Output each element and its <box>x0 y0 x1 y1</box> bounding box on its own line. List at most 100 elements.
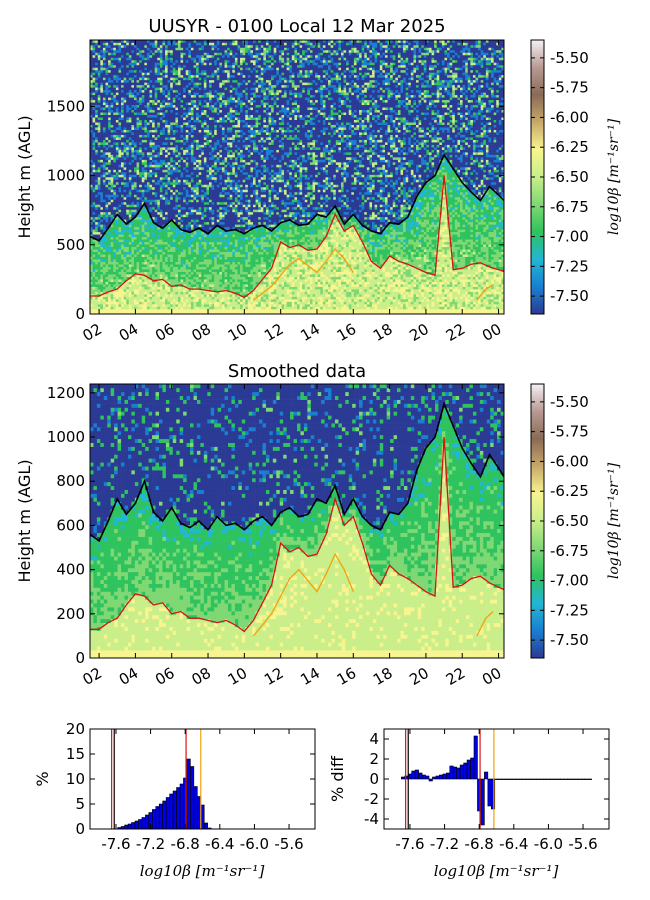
bar <box>203 822 208 830</box>
bar <box>401 776 406 780</box>
bar <box>459 764 464 780</box>
x-tick-label: 20 <box>406 664 432 689</box>
bar <box>435 775 440 780</box>
bar <box>560 778 565 780</box>
bar <box>138 819 143 830</box>
bar <box>176 787 181 830</box>
bar <box>186 758 191 830</box>
x-tick-label: 00 <box>479 664 505 689</box>
bar <box>484 771 489 780</box>
x-tick-label: 02 <box>80 320 106 345</box>
x-ticks-histogram: -7.6 -7.2 -6.8 -6.4 -6.0 -5.6 <box>101 729 304 853</box>
bar <box>127 823 132 830</box>
colorbar-tick-label: -6.75 <box>550 198 589 216</box>
y-tick-label: 400 <box>56 561 85 579</box>
y-tick-label: 15 <box>66 745 85 763</box>
colorbar-tick-label: -6.00 <box>550 108 589 126</box>
bar <box>501 778 506 780</box>
bar <box>428 778 433 782</box>
y-tick-label: 1000 <box>47 167 85 185</box>
y-axis-label-raw: Height m (AGL) <box>15 115 34 238</box>
bar <box>536 778 541 780</box>
bar <box>432 776 437 780</box>
x-tick-label: -6.8 <box>171 835 200 853</box>
bar <box>515 778 520 780</box>
x-tick-label: -7.2 <box>430 835 459 853</box>
plot-frame-smoothed <box>89 383 505 659</box>
bar <box>131 822 136 830</box>
colorbar-tick-label: -6.50 <box>550 168 589 186</box>
bar <box>169 793 174 830</box>
bar <box>546 778 551 780</box>
colorbar-tick-label: -7.50 <box>550 631 589 649</box>
bar <box>463 762 468 780</box>
bar <box>508 778 513 780</box>
bar <box>141 817 146 830</box>
colorbar-tick-label: -7.00 <box>550 572 589 590</box>
x-tick-label: 16 <box>334 664 360 689</box>
y-tick-label: 5 <box>75 795 85 813</box>
x-tick-label: 00 <box>479 320 505 345</box>
y-tick-label: 200 <box>56 605 85 623</box>
colorbar-tick-label: -7.25 <box>550 257 589 275</box>
y-tick-label: 800 <box>56 472 85 490</box>
bar <box>179 783 184 830</box>
x-tick-label: -6.4 <box>499 835 528 853</box>
colorbar-tick-label: -5.75 <box>550 423 589 441</box>
bar <box>473 735 478 780</box>
y-tick-label: 20 <box>66 720 85 738</box>
heatmap-raw <box>90 40 504 314</box>
series-line-black <box>90 153 504 242</box>
x-tick-label: 18 <box>370 664 396 689</box>
x-tick-label: -5.6 <box>568 835 597 853</box>
bar <box>193 786 198 830</box>
bar <box>158 803 163 830</box>
x-tick-label: -6.4 <box>205 835 234 853</box>
histogram-bars <box>117 758 212 830</box>
colorbar-tick-label: -6.75 <box>550 542 589 560</box>
x-tick-label: 06 <box>152 320 178 345</box>
y-tick-label: 1200 <box>47 384 85 402</box>
series-line-red <box>90 175 504 299</box>
y-ticks-histogram: 0 5 10 15 20 <box>66 720 315 838</box>
plot-frame-raw <box>89 39 505 315</box>
histogram-vlines <box>111 729 202 829</box>
bar <box>584 778 589 780</box>
bar <box>504 778 509 780</box>
bar <box>449 765 454 780</box>
bar <box>480 778 485 826</box>
bar <box>421 774 426 780</box>
series-line-red <box>90 436 504 633</box>
x-tick-label: 14 <box>297 320 323 345</box>
y-tick-label: 0 <box>75 649 85 667</box>
x-tick-label: 22 <box>443 664 469 689</box>
bar <box>487 778 492 807</box>
series-line-black <box>90 401 504 543</box>
bar <box>165 797 170 830</box>
panel-smoothed: Smoothed data 02 04 06 08 10 12 14 16 18 20 22 00 0… <box>15 361 622 689</box>
colorbar-tick-label: -5.75 <box>550 79 589 97</box>
colorbar-tick-label: -6.25 <box>550 482 589 500</box>
bar <box>518 778 523 780</box>
y-tick-label: 600 <box>56 516 85 534</box>
heatmap-smoothed <box>90 384 504 658</box>
colorbar-smoothed: -5.50 -5.75 -6.00 -6.25 -6.50 -6.75 -7.00 -7.25… <box>530 383 622 659</box>
bar <box>574 778 579 780</box>
y-tick-label: 4 <box>369 730 379 748</box>
y-tick-label: 1500 <box>47 97 85 115</box>
x-tick-label: 10 <box>225 320 251 345</box>
bar <box>539 778 544 780</box>
x-ticks-diff: -7.6 -7.2 -6.8 -6.4 -6.0 -5.6 <box>395 729 598 853</box>
colorbar-tick-label: -6.50 <box>550 512 589 530</box>
x-tick-label: 16 <box>334 320 360 345</box>
bar <box>439 774 444 780</box>
x-tick-label: -6.8 <box>465 835 494 853</box>
bar <box>155 806 160 830</box>
y-axis-label-diff: % diff <box>328 755 347 802</box>
lines-raw <box>90 153 504 301</box>
x-tick-label: 08 <box>188 320 214 345</box>
bar <box>494 778 499 780</box>
bar <box>470 757 475 780</box>
x-tick-label: -7.2 <box>136 835 165 853</box>
